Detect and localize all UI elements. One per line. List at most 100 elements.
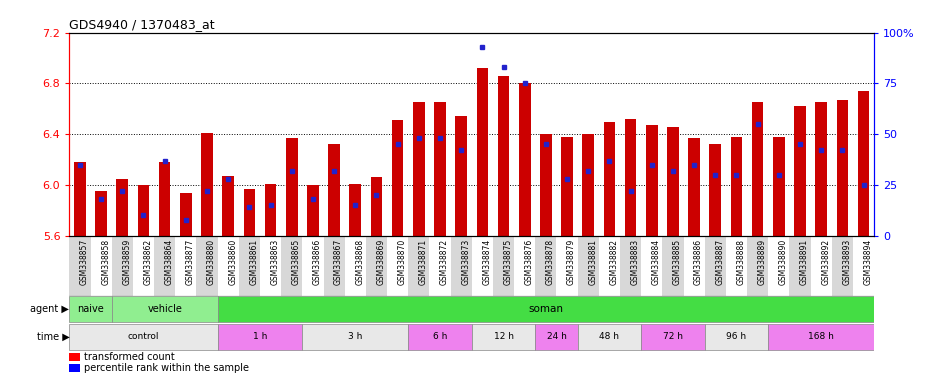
Text: GDS4940 / 1370483_at: GDS4940 / 1370483_at bbox=[69, 18, 215, 31]
Bar bbox=[91, 236, 112, 296]
Bar bbox=[810, 236, 832, 296]
Text: GSM338858: GSM338858 bbox=[101, 239, 110, 285]
Bar bbox=[138, 185, 149, 236]
Text: GSM338870: GSM338870 bbox=[398, 239, 407, 285]
Bar bbox=[408, 324, 472, 350]
Bar bbox=[265, 184, 277, 236]
Bar bbox=[112, 296, 217, 323]
Bar bbox=[302, 324, 408, 350]
Bar bbox=[69, 364, 80, 372]
Bar bbox=[429, 236, 450, 296]
Bar bbox=[74, 162, 86, 236]
Text: GSM338857: GSM338857 bbox=[80, 239, 89, 285]
Bar bbox=[472, 324, 536, 350]
Text: GSM338881: GSM338881 bbox=[588, 239, 598, 285]
Bar bbox=[408, 236, 429, 296]
Text: GSM338872: GSM338872 bbox=[440, 239, 449, 285]
Bar bbox=[557, 236, 577, 296]
Bar bbox=[853, 236, 874, 296]
Bar bbox=[328, 144, 339, 236]
Bar bbox=[222, 176, 234, 236]
Text: GSM338885: GSM338885 bbox=[672, 239, 682, 285]
Bar bbox=[413, 103, 425, 236]
Text: GSM338873: GSM338873 bbox=[462, 239, 470, 285]
Bar bbox=[795, 106, 806, 236]
Bar bbox=[371, 177, 382, 236]
Bar bbox=[769, 236, 789, 296]
Bar bbox=[95, 191, 107, 236]
Text: 24 h: 24 h bbox=[547, 332, 566, 341]
Text: GSM338875: GSM338875 bbox=[503, 239, 512, 285]
Text: transformed count: transformed count bbox=[84, 352, 175, 362]
Bar bbox=[217, 324, 302, 350]
Bar bbox=[731, 137, 742, 236]
Bar bbox=[832, 236, 853, 296]
Bar bbox=[366, 236, 387, 296]
Text: 168 h: 168 h bbox=[808, 332, 834, 341]
Bar bbox=[705, 324, 769, 350]
Text: GSM338883: GSM338883 bbox=[631, 239, 639, 285]
Bar bbox=[705, 236, 726, 296]
Bar bbox=[133, 236, 154, 296]
Text: time ▶: time ▶ bbox=[37, 332, 69, 342]
Text: GSM338865: GSM338865 bbox=[291, 239, 301, 285]
Bar bbox=[69, 236, 91, 296]
Text: GSM338882: GSM338882 bbox=[610, 239, 619, 285]
Bar bbox=[387, 236, 408, 296]
Text: 96 h: 96 h bbox=[726, 332, 746, 341]
Text: GSM338879: GSM338879 bbox=[567, 239, 576, 285]
Text: GSM338887: GSM338887 bbox=[715, 239, 724, 285]
Text: GSM338871: GSM338871 bbox=[419, 239, 427, 285]
Text: GSM338874: GSM338874 bbox=[482, 239, 491, 285]
Bar bbox=[324, 236, 345, 296]
Text: GSM338891: GSM338891 bbox=[800, 239, 809, 285]
Bar bbox=[540, 134, 551, 236]
Bar bbox=[773, 137, 784, 236]
Bar bbox=[646, 125, 658, 236]
Bar bbox=[620, 236, 641, 296]
Bar bbox=[472, 236, 493, 296]
Text: GSM338863: GSM338863 bbox=[270, 239, 279, 285]
Text: soman: soman bbox=[528, 304, 563, 314]
Text: GSM338886: GSM338886 bbox=[694, 239, 703, 285]
Text: agent ▶: agent ▶ bbox=[31, 304, 69, 314]
Bar bbox=[286, 138, 298, 236]
Bar bbox=[536, 324, 577, 350]
Bar bbox=[667, 127, 679, 236]
Bar bbox=[112, 236, 133, 296]
Bar bbox=[69, 353, 80, 361]
Text: GSM338888: GSM338888 bbox=[736, 239, 746, 285]
Bar bbox=[493, 236, 514, 296]
Text: GSM338878: GSM338878 bbox=[546, 239, 555, 285]
Bar bbox=[498, 76, 510, 236]
Text: GSM338893: GSM338893 bbox=[843, 239, 851, 285]
Bar bbox=[350, 184, 361, 236]
Bar bbox=[747, 236, 769, 296]
Text: GSM338862: GSM338862 bbox=[143, 239, 153, 285]
Bar bbox=[536, 236, 557, 296]
Text: vehicle: vehicle bbox=[147, 304, 182, 314]
Bar bbox=[260, 236, 281, 296]
Text: GSM338861: GSM338861 bbox=[250, 239, 258, 285]
Bar bbox=[455, 116, 467, 236]
Text: GSM338890: GSM338890 bbox=[779, 239, 788, 285]
Text: GSM338860: GSM338860 bbox=[228, 239, 237, 285]
Bar bbox=[815, 103, 827, 236]
Bar bbox=[836, 100, 848, 236]
Bar bbox=[175, 236, 196, 296]
Text: 3 h: 3 h bbox=[348, 332, 363, 341]
Bar bbox=[476, 68, 488, 236]
Text: GSM338864: GSM338864 bbox=[165, 239, 174, 285]
Bar bbox=[598, 236, 620, 296]
Bar bbox=[769, 324, 874, 350]
Bar bbox=[641, 236, 662, 296]
Text: GSM338880: GSM338880 bbox=[207, 239, 216, 285]
Text: 48 h: 48 h bbox=[599, 332, 620, 341]
Bar bbox=[117, 179, 129, 236]
Bar bbox=[519, 83, 531, 236]
Bar bbox=[662, 236, 684, 296]
Bar bbox=[281, 236, 302, 296]
Bar bbox=[561, 137, 573, 236]
Bar bbox=[243, 189, 255, 236]
Text: 12 h: 12 h bbox=[494, 332, 513, 341]
